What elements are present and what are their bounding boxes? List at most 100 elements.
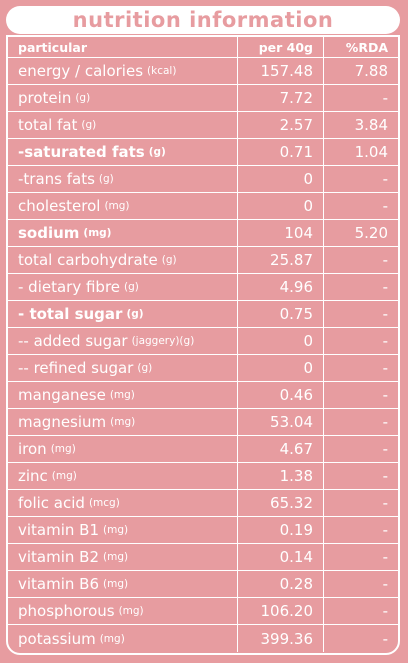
nutrient-unit: (mg) <box>103 551 129 563</box>
nutrition-table: particular per 40g %RDA energy / calorie… <box>6 35 400 655</box>
table-row: vitamin B2 (mg) 0.14- <box>8 544 398 571</box>
nutrient-label: vitamin B1 (mg) <box>8 517 238 543</box>
nutrient-name: total fat <box>18 116 78 134</box>
nutrient-name: -trans fats <box>18 170 95 188</box>
table-row: manganese (mg) 0.46- <box>8 382 398 409</box>
nutrient-name: energy / calories <box>18 62 144 80</box>
nutrient-label: total carbohydrate (g) <box>8 247 238 273</box>
nutrient-label: cholesterol (mg) <box>8 193 238 219</box>
nutrient-label: -saturated fats (g) <box>8 139 238 165</box>
table-row: -- refined sugar (g) 0- <box>8 355 398 382</box>
table-row: potassium (mg) 399.36 - <box>8 625 398 652</box>
per-serving-value: 0.14 <box>238 544 324 570</box>
per-serving-value: 399.36 <box>238 625 324 652</box>
rda-value: - <box>382 359 388 377</box>
header-particular: particular <box>8 37 238 57</box>
per-serving-value: 1.38 <box>238 463 324 489</box>
rda-value: - <box>382 548 388 566</box>
rda-value: - <box>382 305 388 323</box>
rda-value: - <box>382 629 388 648</box>
nutrient-label: manganese (mg) <box>8 382 238 408</box>
header-per-serving: per 40g <box>238 37 324 57</box>
nutrient-label: vitamin B2 (mg) <box>8 544 238 570</box>
nutrient-name: - total sugar <box>18 305 123 323</box>
table-row: protein (g) 7.72 - <box>8 85 398 112</box>
per-serving-value: 157.48 <box>238 58 324 84</box>
nutrient-label: total fat (g) <box>8 112 238 138</box>
rda-value: - <box>382 197 388 215</box>
table-row: folic acid (mcg) 65.32- <box>8 490 398 517</box>
rda-value: - <box>382 332 388 350</box>
nutrient-name: vitamin B1 <box>18 521 100 539</box>
rda-value: - <box>382 494 388 512</box>
nutrient-unit: (g) <box>137 362 153 374</box>
nutrient-unit: (g) <box>126 308 144 320</box>
nutrient-label: iron (mg) <box>8 436 238 462</box>
nutrient-name: - dietary fibre <box>18 278 121 296</box>
nutrient-unit: (g) <box>98 173 114 185</box>
nutrient-label: potassium (mg) <box>8 625 238 652</box>
per-serving-value: 7.72 <box>238 85 324 111</box>
per-serving-value: 0 <box>238 355 324 381</box>
nutrient-name: manganese <box>18 386 106 404</box>
table-header: particular per 40g %RDA <box>8 37 398 58</box>
nutrient-unit: (mg) <box>118 605 144 617</box>
nutrient-unit: (mg) <box>50 443 76 455</box>
nutrient-unit: (g) <box>124 281 139 293</box>
nutrient-unit: (mg) <box>110 416 136 428</box>
nutrient-label: zinc (mg) <box>8 463 238 489</box>
table-row: iron (mg) 4.67 - <box>8 436 398 463</box>
per-serving-value: 0.28 <box>238 571 324 597</box>
table-body: energy / calories (kcal) 157.48 7.88 protein… <box>8 58 398 652</box>
table-row: vitamin B6 (mg) 0.28- <box>8 571 398 598</box>
nutrient-unit: (mg) <box>104 200 130 212</box>
nutrient-name: phosphorous <box>18 602 115 620</box>
nutrient-name: total carbohydrate <box>18 251 158 269</box>
nutrient-name: cholesterol <box>18 197 101 215</box>
rda-value: - <box>382 89 388 107</box>
per-serving-value: 104 <box>238 220 324 246</box>
nutrient-unit: (g) <box>75 92 91 104</box>
per-serving-value: 25.87 <box>238 247 324 273</box>
table-row: phosphorous (mg) 106.20- <box>8 598 398 625</box>
nutrient-unit: (g) <box>148 146 166 158</box>
nutrient-unit: (kcal) <box>147 65 177 77</box>
per-serving-value: 4.67 <box>238 436 324 462</box>
nutrient-label: -- refined sugar (g) <box>8 355 238 381</box>
nutrient-label: -trans fats (g) <box>8 166 238 192</box>
per-serving-value: 53.04 <box>238 409 324 435</box>
nutrient-label: folic acid (mcg) <box>8 490 238 516</box>
nutrient-name: vitamin B2 <box>18 548 100 566</box>
nutrient-name: -- refined sugar <box>18 359 134 377</box>
table-row: energy / calories (kcal) 157.48 7.88 <box>8 58 398 85</box>
nutrient-label: protein (g) <box>8 85 238 111</box>
nutrient-unit: (mcg) <box>88 497 120 509</box>
nutrient-name: zinc <box>18 467 48 485</box>
nutrient-name: sodium <box>18 224 80 242</box>
per-serving-value: 0 <box>238 328 324 354</box>
nutrient-name: folic acid <box>18 494 85 512</box>
nutrient-label: energy / calories (kcal) <box>8 58 238 84</box>
rda-value: - <box>382 251 388 269</box>
table-row: -- added sugar (jaggery)(g) 0- <box>8 328 398 355</box>
per-serving-value: 0.75 <box>238 301 324 327</box>
table-row: magnesium (mg) 53.04 - <box>8 409 398 436</box>
rda-value: - <box>382 467 388 485</box>
rda-value: 5.20 <box>354 224 388 242</box>
rda-value: 7.88 <box>354 62 388 80</box>
nutrient-name: magnesium <box>18 413 107 431</box>
per-serving-value: 4.96 <box>238 274 324 300</box>
nutrient-label: - dietary fibre (g) <box>8 274 238 300</box>
header-rda: %RDA <box>345 39 388 55</box>
nutrient-unit: (mg) <box>99 632 125 645</box>
table-row: zinc (mg) 1.38 - <box>8 463 398 490</box>
rda-value: - <box>382 440 388 458</box>
table-row: - dietary fibre (g) 4.96- <box>8 274 398 301</box>
nutrient-unit: (mg) <box>109 389 135 401</box>
nutrient-name: -- added sugar <box>18 332 128 350</box>
per-serving-value: 0.46 <box>238 382 324 408</box>
rda-value: - <box>382 413 388 431</box>
nutrient-label: vitamin B6 (mg) <box>8 571 238 597</box>
rda-value: - <box>382 602 388 620</box>
